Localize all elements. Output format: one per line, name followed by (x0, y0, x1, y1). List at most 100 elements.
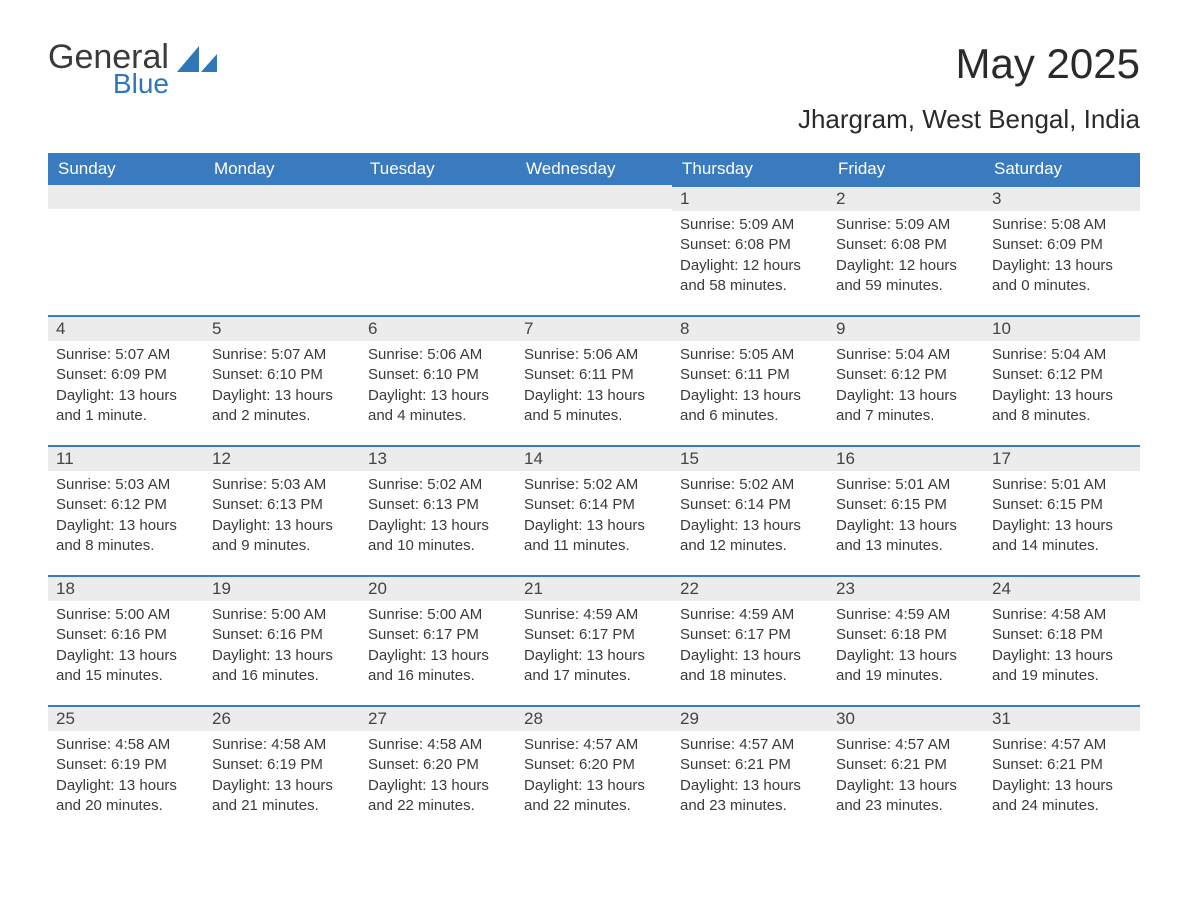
day-number-bar: 22 (672, 575, 828, 601)
day-number-bar (516, 185, 672, 209)
day-body: Sunrise: 4:58 AMSunset: 6:19 PMDaylight:… (48, 731, 204, 824)
day-number-bar: 24 (984, 575, 1140, 601)
day-day2: and 23 minutes. (680, 796, 820, 816)
day-sunset: Sunset: 6:11 PM (680, 365, 820, 385)
day-body: Sunrise: 5:00 AMSunset: 6:16 PMDaylight:… (204, 601, 360, 694)
day-body: Sunrise: 5:08 AMSunset: 6:09 PMDaylight:… (984, 211, 1140, 304)
calendar-header-row: SundayMondayTuesdayWednesdayThursdayFrid… (48, 153, 1140, 185)
day-sunrise: Sunrise: 4:59 AM (524, 605, 664, 625)
day-day1: Daylight: 13 hours (992, 646, 1132, 666)
day-cell: 16Sunrise: 5:01 AMSunset: 6:15 PMDayligh… (828, 445, 984, 575)
day-sunrise: Sunrise: 4:57 AM (836, 735, 976, 755)
day-cell: 14 Sunrise: 5:02 AMSunset: 6:14 PMDayligh… (516, 445, 672, 575)
day-sunset: Sunset: 6:08 PM (836, 235, 976, 255)
day-sunrise: Sunrise: 5:02 AM (524, 475, 664, 495)
day-day1: Daylight: 13 hours (836, 516, 976, 536)
day-number-bar: 31 (984, 705, 1140, 731)
day-cell: 22Sunrise: 4:59 AMSunset: 6:17 PMDayligh… (672, 575, 828, 705)
day-cell: 26Sunrise: 4:58 AMSunset: 6:19 PMDayligh… (204, 705, 360, 835)
day-number-bar: 21 (516, 575, 672, 601)
day-number-bar: 19 (204, 575, 360, 601)
day-sunrise: Sunrise: 5:08 AM (992, 215, 1132, 235)
day-sunset: Sunset: 6:09 PM (56, 365, 196, 385)
day-body: Sunrise: 5:06 AMSunset: 6:10 PMDaylight:… (360, 341, 516, 434)
day-sunrise: Sunrise: 4:59 AM (680, 605, 820, 625)
day-cell (360, 185, 516, 315)
day-cell: 17Sunrise: 5:01 AMSunset: 6:15 PMDayligh… (984, 445, 1140, 575)
day-body: Sunrise: 5:03 AMSunset: 6:13 PMDaylight:… (204, 471, 360, 564)
day-cell: 12Sunrise: 5:03 AMSunset: 6:13 PMDayligh… (204, 445, 360, 575)
day-sunset: Sunset: 6:14 PM (524, 495, 664, 515)
day-day2: and 8 minutes. (56, 536, 196, 556)
day-day2: and 22 minutes. (524, 796, 664, 816)
day-sunrise: Sunrise: 4:58 AM (56, 735, 196, 755)
day-cell: 24Sunrise: 4:58 AMSunset: 6:18 PMDayligh… (984, 575, 1140, 705)
day-day2: and 6 minutes. (680, 406, 820, 426)
day-cell: 21Sunrise: 4:59 AMSunset: 6:17 PMDayligh… (516, 575, 672, 705)
day-sunrise: Sunrise: 4:58 AM (992, 605, 1132, 625)
day-day1: Daylight: 13 hours (680, 776, 820, 796)
column-header: Monday (204, 153, 360, 185)
day-number-bar: 16 (828, 445, 984, 471)
day-number-bar: 13 (360, 445, 516, 471)
day-number-bar: 25 (48, 705, 204, 731)
day-sunset: Sunset: 6:19 PM (56, 755, 196, 775)
day-sunrise: Sunrise: 5:04 AM (836, 345, 976, 365)
day-number-bar: 5 (204, 315, 360, 341)
day-body: Sunrise: 5:02 AMSunset: 6:13 PMDaylight:… (360, 471, 516, 564)
day-day1: Daylight: 13 hours (524, 516, 664, 536)
day-day2: and 4 minutes. (368, 406, 508, 426)
day-number-bar (48, 185, 204, 209)
day-sunset: Sunset: 6:17 PM (524, 625, 664, 645)
day-number-bar: 8 (672, 315, 828, 341)
day-day1: Daylight: 13 hours (212, 646, 352, 666)
day-number-bar: 14 (516, 445, 672, 471)
day-cell: 29Sunrise: 4:57 AMSunset: 6:21 PMDayligh… (672, 705, 828, 835)
day-cell: 30Sunrise: 4:57 AMSunset: 6:21 PMDayligh… (828, 705, 984, 835)
day-body: Sunrise: 4:58 AMSunset: 6:20 PMDaylight:… (360, 731, 516, 824)
day-cell: 13Sunrise: 5:02 AMSunset: 6:13 PMDayligh… (360, 445, 516, 575)
day-day2: and 10 minutes. (368, 536, 508, 556)
day-sunset: Sunset: 6:11 PM (524, 365, 664, 385)
day-cell: 3Sunrise: 5:08 AMSunset: 6:09 PMDaylight… (984, 185, 1140, 315)
day-day1: Daylight: 13 hours (56, 516, 196, 536)
day-day2: and 9 minutes. (212, 536, 352, 556)
day-sunset: Sunset: 6:20 PM (524, 755, 664, 775)
day-number-bar: 1 (672, 185, 828, 211)
day-day2: and 13 minutes. (836, 536, 976, 556)
day-cell: 10Sunrise: 5:04 AMSunset: 6:12 PMDayligh… (984, 315, 1140, 445)
day-number-bar: 12 (204, 445, 360, 471)
day-number-bar: 26 (204, 705, 360, 731)
day-day2: and 5 minutes. (524, 406, 664, 426)
day-sunrise: Sunrise: 5:00 AM (56, 605, 196, 625)
day-day2: and 15 minutes. (56, 666, 196, 686)
day-body: Sunrise: 4:57 AMSunset: 6:20 PMDaylight:… (516, 731, 672, 824)
day-day1: Daylight: 13 hours (680, 386, 820, 406)
day-sunset: Sunset: 6:18 PM (836, 625, 976, 645)
day-sunset: Sunset: 6:21 PM (992, 755, 1132, 775)
day-sunset: Sunset: 6:21 PM (680, 755, 820, 775)
day-number-bar: 7 (516, 315, 672, 341)
day-sunset: Sunset: 6:13 PM (368, 495, 508, 515)
day-day1: Daylight: 13 hours (368, 776, 508, 796)
day-cell: 28Sunrise: 4:57 AMSunset: 6:20 PMDayligh… (516, 705, 672, 835)
day-day1: Daylight: 12 hours (836, 256, 976, 276)
day-day2: and 23 minutes. (836, 796, 976, 816)
day-day2: and 1 minute. (56, 406, 196, 426)
day-day1: Daylight: 13 hours (212, 516, 352, 536)
day-day2: and 17 minutes. (524, 666, 664, 686)
day-body: Sunrise: 5:01 AMSunset: 6:15 PMDaylight:… (984, 471, 1140, 564)
day-day1: Daylight: 13 hours (368, 646, 508, 666)
day-day2: and 21 minutes. (212, 796, 352, 816)
day-sunrise: Sunrise: 4:58 AM (368, 735, 508, 755)
day-day1: Daylight: 13 hours (368, 386, 508, 406)
day-day1: Daylight: 13 hours (368, 516, 508, 536)
day-day2: and 12 minutes. (680, 536, 820, 556)
day-sunrise: Sunrise: 5:03 AM (56, 475, 196, 495)
day-sunrise: Sunrise: 5:06 AM (368, 345, 508, 365)
day-number-bar: 30 (828, 705, 984, 731)
day-body: Sunrise: 4:57 AMSunset: 6:21 PMDaylight:… (828, 731, 984, 824)
day-sunrise: Sunrise: 5:02 AM (680, 475, 820, 495)
day-number-bar: 29 (672, 705, 828, 731)
day-sunset: Sunset: 6:10 PM (368, 365, 508, 385)
